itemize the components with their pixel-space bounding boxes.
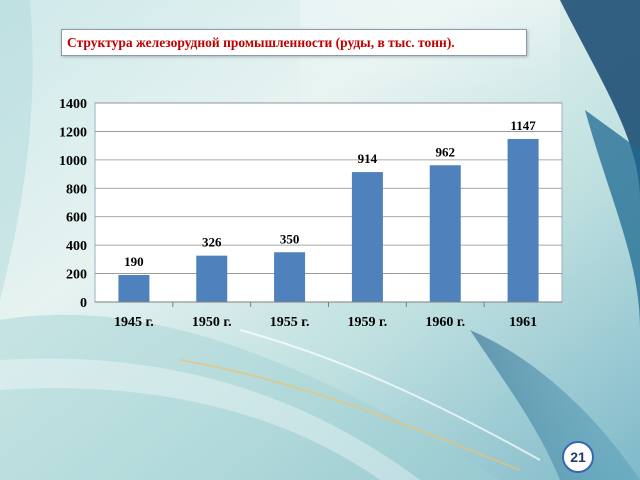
x-tick-label: 1945 г. <box>114 315 154 330</box>
bar <box>274 252 306 302</box>
bar-value-label: 1147 <box>510 118 536 133</box>
x-tick-label: 1960 г. <box>425 315 465 330</box>
bar-value-label: 350 <box>280 231 300 246</box>
bars: 190 326 350 914 962 1147 <box>118 118 539 302</box>
bar <box>118 274 150 302</box>
page-number-badge: 21 <box>562 441 594 473</box>
y-tick-label: 1000 <box>59 154 87 169</box>
page-number: 21 <box>570 449 586 465</box>
bar-value-label: 914 <box>358 151 378 166</box>
y-tick-label: 1200 <box>59 125 87 140</box>
plot-area <box>94 102 563 303</box>
x-tick-label: 1955 г. <box>270 315 310 330</box>
bar <box>196 255 228 302</box>
slide-title-box: Структура железорудной промышленности (р… <box>61 29 527 56</box>
y-axis-ticks: 0 200 400 600 800 1000 1200 1400 <box>59 97 87 311</box>
x-tick-label: 1961 <box>509 315 537 330</box>
bar-value-label: 326 <box>202 235 222 250</box>
gridlines <box>95 102 562 274</box>
slide-title: Структура железорудной промышленности (р… <box>67 34 455 50</box>
bar <box>429 165 461 302</box>
y-tick-label: 800 <box>66 182 87 197</box>
bar-value-label: 190 <box>124 254 144 269</box>
x-tick-label: 1950 г. <box>192 315 232 330</box>
bar-value-label: 962 <box>436 144 456 159</box>
x-axis-ticks: 1945 г. 1950 г. 1955 г. 1959 г. 1960 г. 1961 <box>114 302 537 330</box>
y-tick-label: 0 <box>80 296 87 311</box>
y-tick-label: 400 <box>66 239 87 254</box>
x-tick-label: 1959 г. <box>348 315 388 330</box>
y-tick-label: 200 <box>66 268 87 283</box>
y-tick-label: 600 <box>66 211 87 226</box>
bar <box>351 172 383 302</box>
bar <box>507 138 539 302</box>
y-tick-label: 1400 <box>59 97 87 112</box>
